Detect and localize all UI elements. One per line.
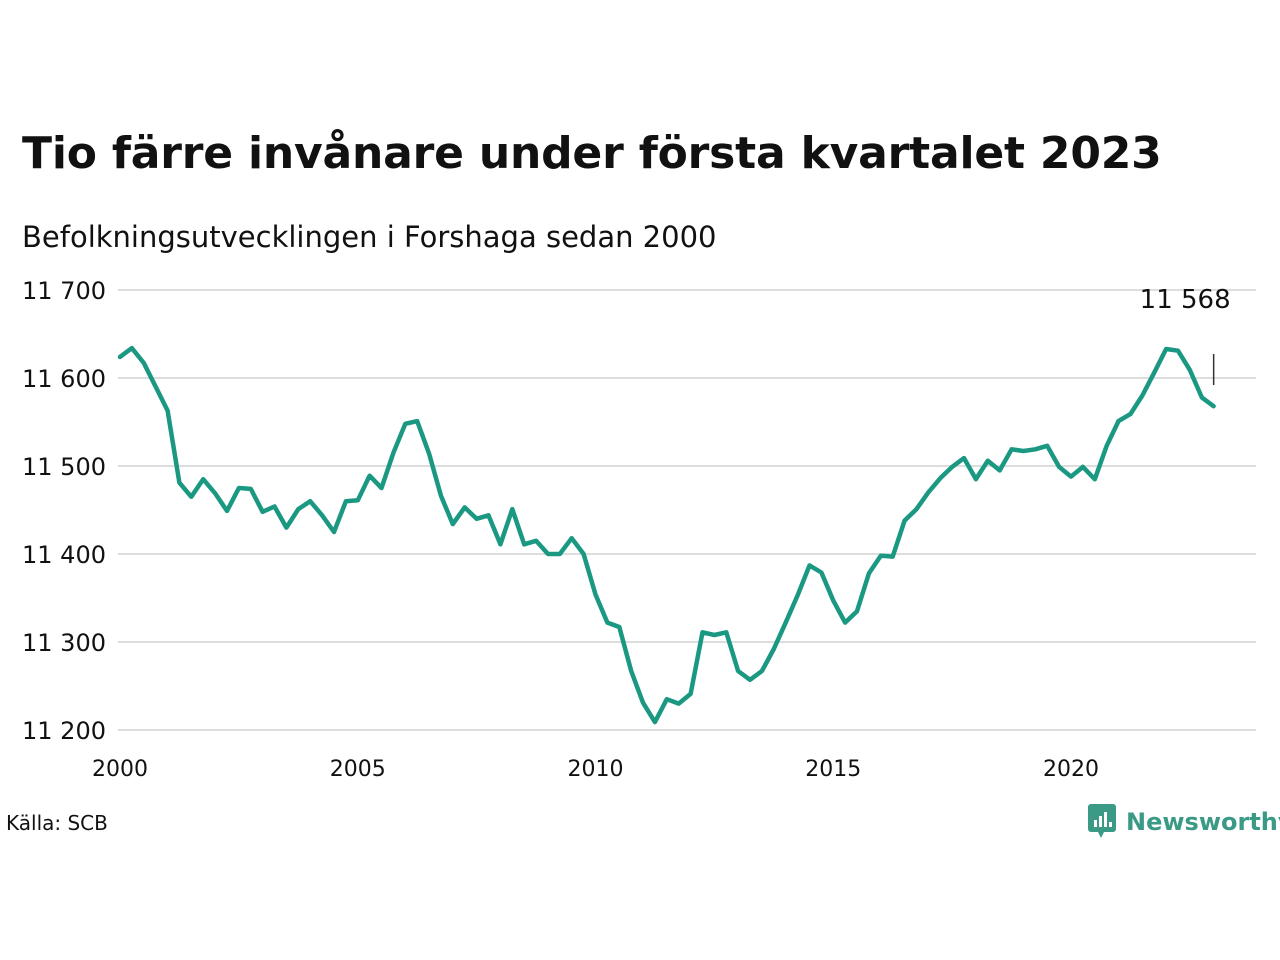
- x-tick-label: 2000: [92, 757, 148, 782]
- x-tick-label: 2015: [805, 757, 861, 782]
- source-note: Källa: SCB: [6, 811, 108, 835]
- brand-logo: Newsworthy: [1088, 804, 1280, 840]
- brand-name: Newsworthy: [1126, 808, 1280, 836]
- y-tick-label: 11 500: [22, 453, 106, 481]
- y-tick-label: 11 300: [22, 629, 106, 657]
- series-line: [117, 345, 1216, 725]
- y-tick-label: 11 200: [22, 717, 106, 745]
- end-value-label: 11 568: [1140, 285, 1231, 315]
- y-tick-label: 11 600: [22, 365, 106, 393]
- x-tick-label: 2010: [568, 757, 624, 782]
- x-tick-label: 2020: [1043, 757, 1099, 782]
- chart-title: Tio färre invånare under första kvartale…: [22, 128, 1162, 179]
- x-tick-label: 2005: [330, 757, 386, 782]
- newsworthy-logo-icon: [1088, 804, 1116, 838]
- chart-subtitle: Befolkningsutvecklingen i Forshaga sedan…: [22, 220, 717, 254]
- y-tick-label: 11 400: [22, 541, 106, 569]
- y-tick-label: 11 700: [22, 277, 106, 305]
